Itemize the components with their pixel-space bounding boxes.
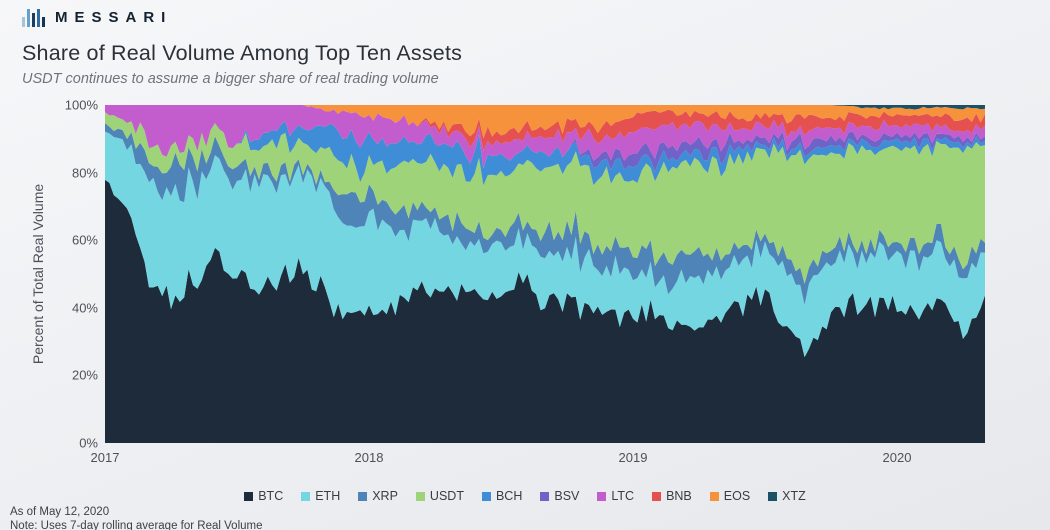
legend-item-eos[interactable]: EOS [709, 489, 751, 503]
x-axis-ticks: 2017 2018 2019 2020 [91, 450, 985, 468]
chart-footer: As of May 12, 2020 Note: Uses 7-day roll… [10, 505, 263, 530]
y-tick-label: 60% [71, 232, 98, 248]
area-ltc [105, 105, 985, 169]
area-xtz [105, 105, 985, 110]
legend-label: USDT [429, 489, 464, 503]
x-tick-label: 2017 [90, 450, 120, 465]
legend-label: ETH [315, 489, 341, 503]
legend-item-btc[interactable]: BTC [244, 489, 283, 503]
legend-label: EOS [723, 489, 751, 503]
y-axis-ticks: 100% 80% 60% 40% 20% 0% [58, 98, 98, 451]
area-bch [105, 112, 985, 186]
legend-swatch-xtz [768, 491, 778, 501]
area-bnb [105, 105, 985, 151]
area-eth [105, 131, 985, 358]
chart-legend: BTC ETH XRP USDT BCH BSV LTC BNB EOS XTZ [0, 489, 1050, 503]
legend-item-usdt[interactable]: USDT [415, 489, 464, 503]
legend-label: BCH [495, 489, 523, 503]
legend-item-bsv[interactable]: BSV [540, 489, 579, 503]
y-tick-label: 40% [71, 300, 98, 316]
legend-label: BSV [554, 489, 580, 503]
legend-item-xrp[interactable]: XRP [358, 489, 398, 503]
legend-item-eth[interactable]: ETH [301, 489, 340, 503]
chart-note: Note: Uses 7-day rolling average for Rea… [10, 520, 263, 530]
chart-subtitle: USDT continues to assume a bigger share … [22, 71, 439, 87]
legend-item-xtz[interactable]: XTZ [768, 489, 806, 503]
legend-swatch-bch [481, 491, 491, 501]
legend-swatch-xrp [358, 491, 368, 501]
legend-swatch-eth [301, 491, 311, 501]
legend-label: BNB [666, 489, 692, 503]
messari-logo-icon [22, 9, 45, 27]
as-of-date: As of May 12, 2020 [10, 506, 110, 518]
legend-swatch-usdt [415, 491, 425, 501]
y-tick-label: 0% [79, 435, 98, 451]
legend-label: LTC [611, 489, 635, 503]
x-tick-label: 2019 [618, 450, 648, 465]
x-tick-label: 2020 [882, 450, 912, 465]
legend-swatch-ltc [597, 491, 607, 501]
stacked-area-plot [105, 105, 985, 443]
y-tick-label: 80% [71, 165, 98, 181]
page-title: Share of Real Volume Among Top Ten Asset… [22, 41, 463, 65]
x-tick-label: 2018 [354, 450, 384, 465]
messari-brand-link[interactable]: MESSARI [22, 8, 462, 27]
area-usdt [105, 112, 985, 284]
y-tick-label: 20% [71, 367, 98, 383]
chart-header: MESSARI Share of Real Volume Among Top T… [22, 8, 462, 87]
legend-swatch-eos [709, 491, 719, 501]
y-tick-label: 100% [64, 97, 98, 113]
legend-item-ltc[interactable]: LTC [597, 489, 634, 503]
y-axis-title: Percent of Total Real Volume [30, 183, 46, 365]
legend-swatch-bnb [652, 491, 662, 501]
legend-item-bch[interactable]: BCH [481, 489, 523, 503]
legend-swatch-bsv [540, 491, 550, 501]
legend-swatch-btc [244, 491, 254, 501]
legend-label: XTZ [782, 489, 806, 503]
area-eos [105, 105, 985, 139]
legend-label: BTC [258, 489, 284, 503]
area-btc [105, 179, 985, 443]
legend-item-bnb[interactable]: BNB [652, 489, 692, 503]
brand-name: MESSARI [55, 9, 173, 26]
legend-label: XRP [372, 489, 398, 503]
